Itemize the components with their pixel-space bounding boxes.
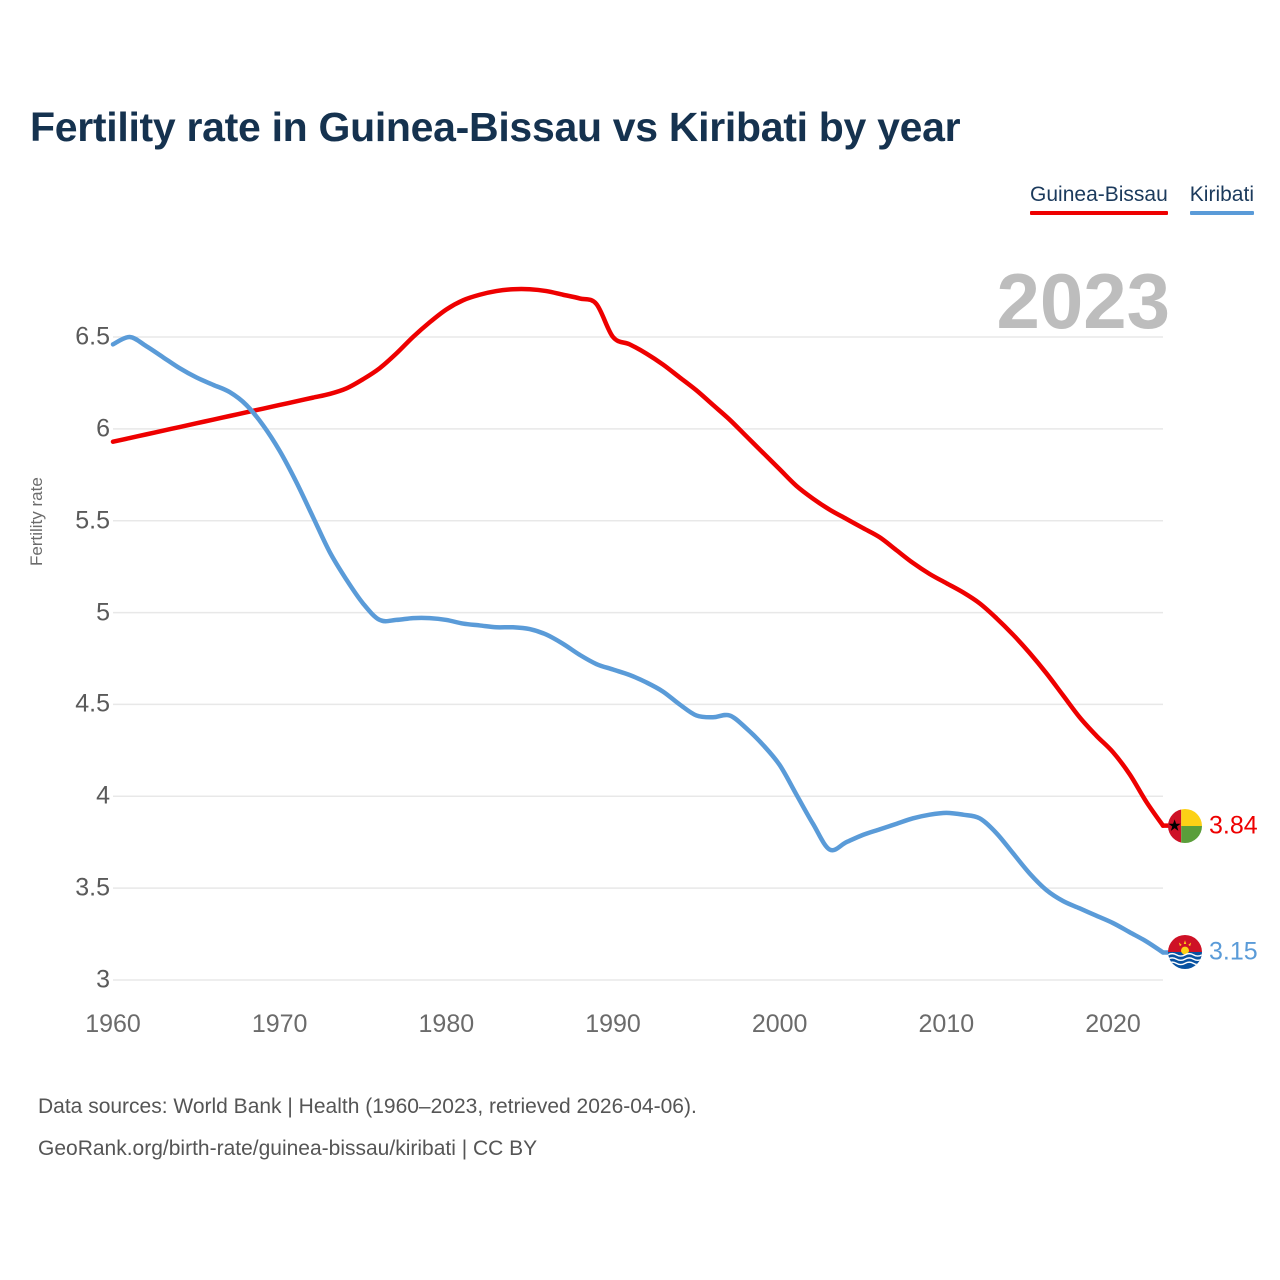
x-axis-tick: 1970 (251, 1010, 308, 1038)
x-axis-tick: 1980 (418, 1010, 475, 1038)
x-axis-tick: 2000 (751, 1010, 808, 1038)
x-axis-tick: 2010 (918, 1010, 975, 1038)
y-axis-tick: 6 (96, 414, 110, 443)
y-axis-tick: 3 (96, 965, 110, 994)
legend-color-swatch-kiribati (1189, 211, 1254, 215)
y-axis-tick: 4.5 (75, 689, 110, 718)
y-axis-tick: 3.5 (75, 873, 110, 902)
x-axis-tick: 1960 (85, 1010, 141, 1038)
chart-legend: Guinea-Bissau Kiribati (1030, 182, 1254, 215)
end-value-label-guinea-bissau: 3.84 (1209, 811, 1258, 840)
year-watermark: 2023 (996, 257, 1170, 345)
legend-label-guinea-bissau: Guinea-Bissau (1030, 183, 1168, 206)
legend-color-swatch-guinea-bissau (1030, 211, 1168, 215)
footer-data-sources: Data sources: World Bank | Health (1960–… (38, 1095, 697, 1118)
page-title: Fertility rate in Guinea-Bissau vs Kirib… (30, 104, 961, 150)
y-axis-tick: 5.5 (75, 506, 110, 535)
end-value-label-kiribati: 3.15 (1209, 937, 1258, 966)
chart-footer: Data sources: World Bank | Health (1960–… (38, 1086, 697, 1170)
legend-item-kiribati[interactable]: Kiribati (1189, 182, 1254, 215)
x-axis-tick: 1990 (585, 1010, 641, 1038)
x-axis-tick: 2020 (1085, 1010, 1141, 1038)
guinea-bissau-flag-icon (1168, 808, 1202, 843)
series-line-kiribati (110, 334, 1166, 955)
kiribati-flag-icon (1168, 935, 1202, 970)
y-axis-tick: 4 (96, 781, 110, 810)
footer-attribution: GeoRank.org/birth-rate/guinea-bissau/kir… (38, 1137, 538, 1160)
y-axis-tick: 5 (96, 598, 110, 627)
legend-label-kiribati: Kiribati (1189, 183, 1254, 206)
legend-item-guinea-bissau[interactable]: Guinea-Bissau (1030, 182, 1168, 215)
y-axis-tick: 6.5 (75, 322, 110, 351)
series-line-guinea-bissau (110, 286, 1166, 828)
